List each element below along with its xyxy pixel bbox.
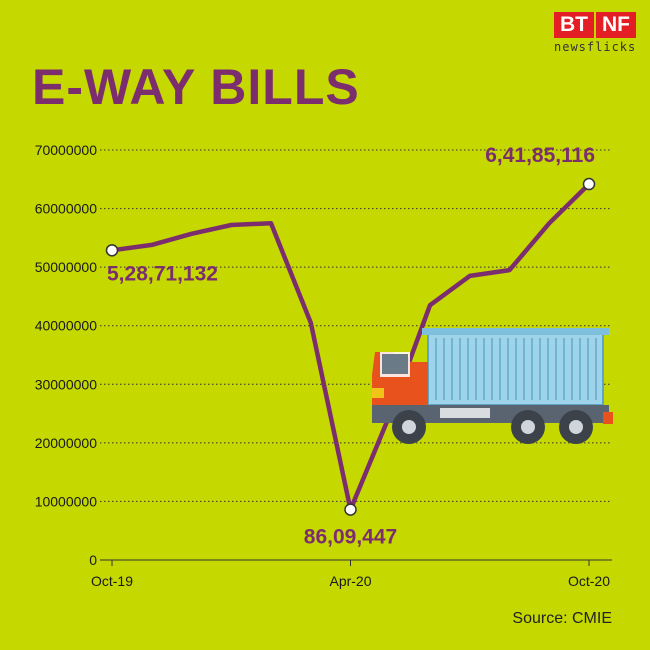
- truck-illustration: [372, 328, 613, 444]
- data-point: [105, 244, 119, 257]
- brand-logo-nf: NF: [596, 12, 636, 38]
- data-points: [105, 177, 596, 516]
- y-tick-label: 40000000: [35, 318, 98, 334]
- y-tick-label: 70000000: [35, 142, 98, 158]
- brand-logo-bt: BT: [554, 12, 594, 38]
- chart-title: E-WAY BILLS: [32, 59, 360, 115]
- data-point: [582, 177, 596, 191]
- wheel: [559, 410, 593, 444]
- y-tick-labels: 0 10000000 20000000 30000000 40000000 5000000…: [35, 142, 98, 568]
- data-label: 86,09,447: [304, 526, 397, 549]
- y-tick-label: 20000000: [35, 435, 98, 451]
- x-tick-labels: Oct-19 Apr-20 Oct-20: [91, 560, 610, 589]
- y-tick-label: 60000000: [35, 201, 98, 217]
- data-label: 6,41,85,116: [485, 144, 595, 167]
- y-tick-label: 10000000: [35, 493, 98, 509]
- y-tick-label: 0: [89, 552, 97, 568]
- data-point: [344, 503, 357, 516]
- brand-logo-sub: newsflicks: [554, 40, 637, 54]
- wheel: [511, 410, 545, 444]
- data-labels: 5,28,71,132 86,09,447 6,41,85,116: [107, 144, 595, 549]
- data-label: 5,28,71,132: [107, 262, 218, 285]
- x-tick-label: Oct-20: [568, 573, 610, 589]
- wheel: [392, 410, 426, 444]
- y-tick-label: 30000000: [35, 376, 98, 392]
- y-tick-label: 50000000: [35, 259, 98, 275]
- brand-logo: BT NF newsflicks: [554, 12, 636, 60]
- container-ribs: [435, 338, 597, 400]
- source-note: Source: CMIE: [512, 610, 612, 627]
- x-tick-label: Apr-20: [329, 573, 371, 589]
- x-tick-label: Oct-19: [91, 573, 133, 589]
